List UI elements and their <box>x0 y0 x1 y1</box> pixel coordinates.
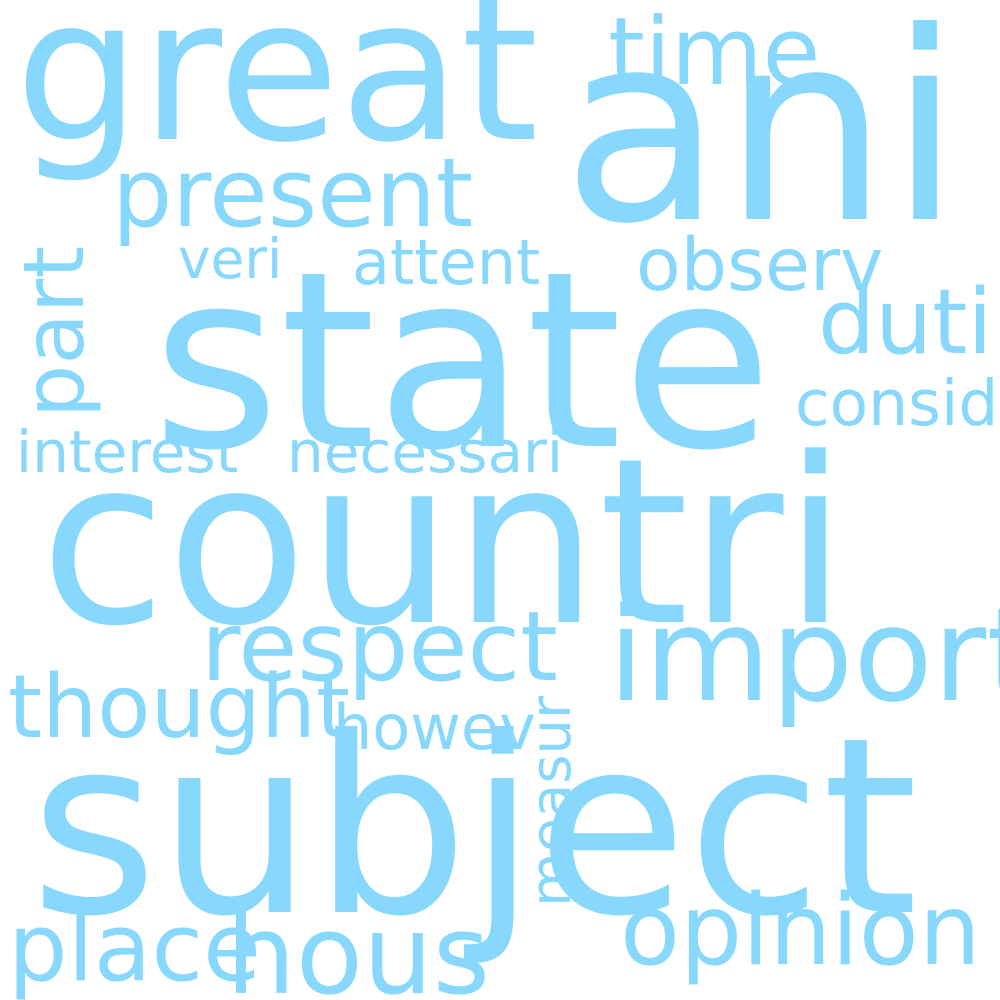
word-ani: ani <box>562 0 962 281</box>
word-duti: duti <box>818 270 993 375</box>
word-respect: respect <box>201 591 558 703</box>
word-time: time <box>608 0 821 107</box>
word-import: import <box>608 579 1000 731</box>
word-countri: countri <box>40 410 848 677</box>
word-thought: thought <box>8 656 351 758</box>
word-necessari: necessari <box>287 418 563 486</box>
word-interest: interest <box>16 418 239 486</box>
word-subject: subject <box>30 685 919 970</box>
word-howev: howev <box>333 691 536 764</box>
word-opinion: opinion <box>620 874 981 988</box>
word-state: state <box>152 219 773 504</box>
word-veri: veri <box>178 227 283 291</box>
word-place: place <box>8 894 261 1000</box>
word-hous: hous <box>226 891 491 1000</box>
word-attent: attent <box>352 226 541 299</box>
word-present: present <box>112 139 474 249</box>
word-great: great <box>15 0 539 186</box>
word-part: part <box>5 245 103 418</box>
word-observ: observ <box>636 223 884 308</box>
word-consid: consid <box>795 367 999 440</box>
